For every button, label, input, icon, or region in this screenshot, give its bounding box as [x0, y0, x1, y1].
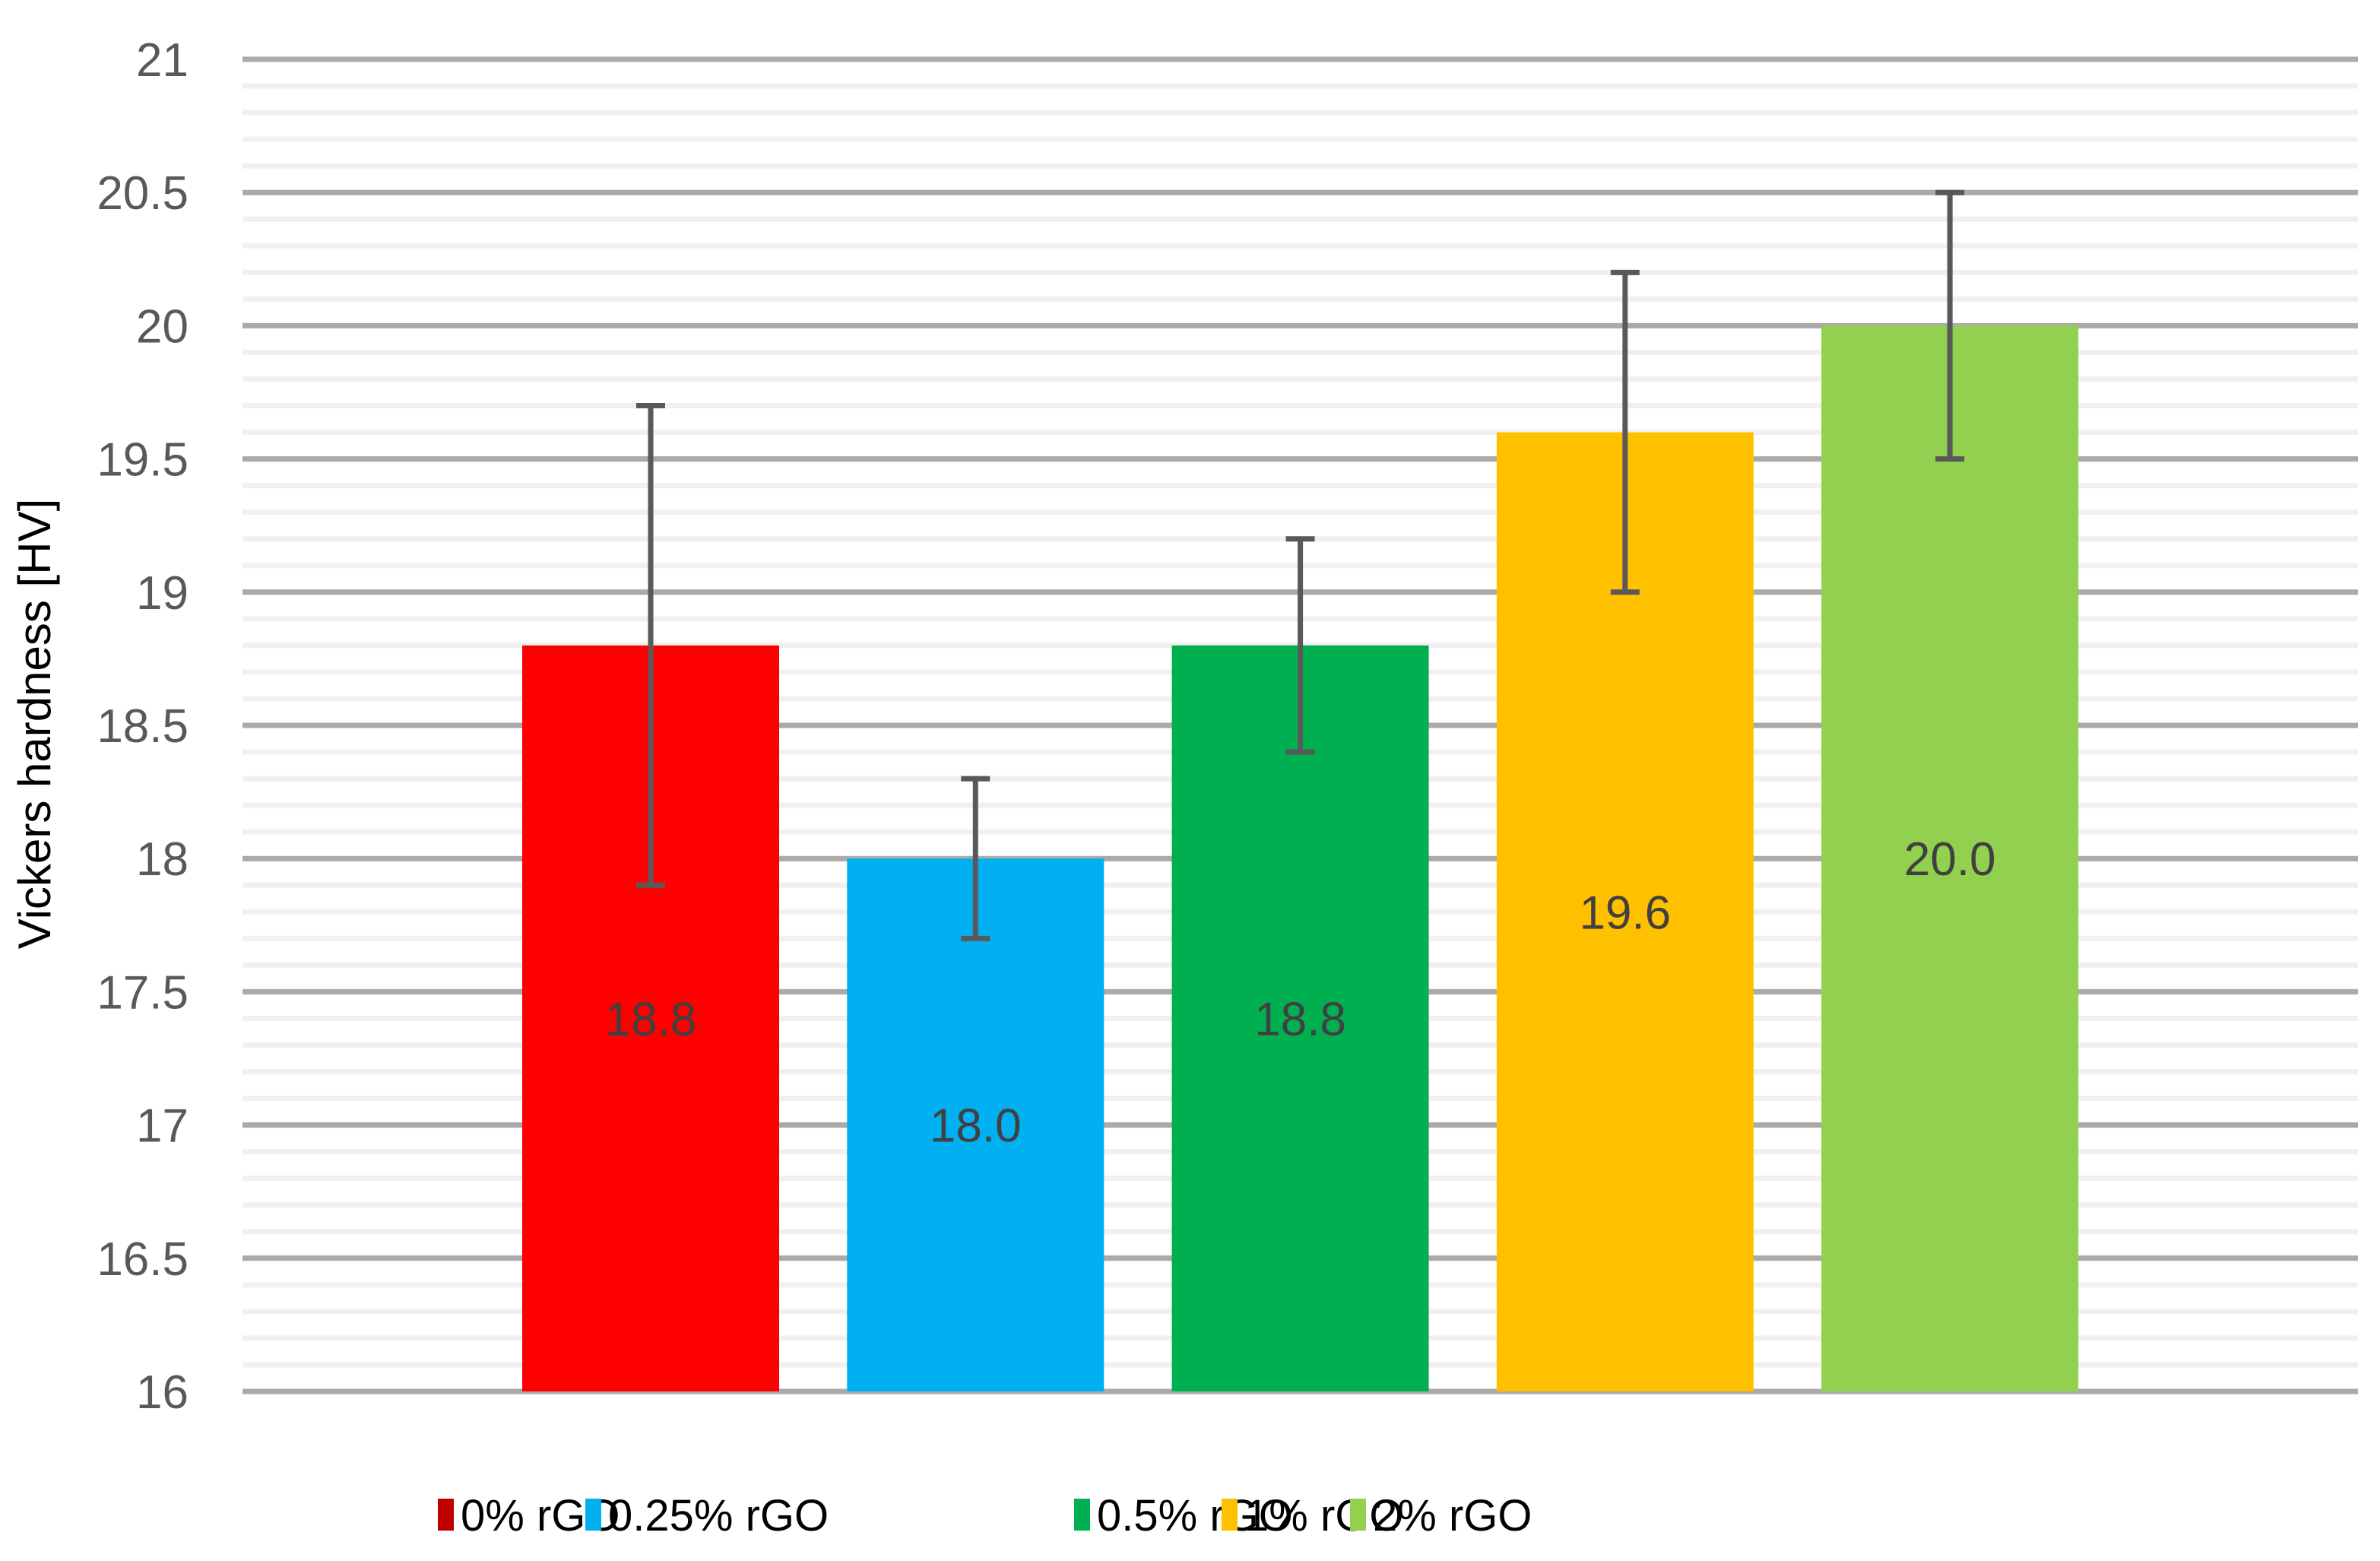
legend-swatch-icon: [1222, 1499, 1238, 1531]
legend-swatch-icon: [438, 1499, 454, 1531]
y-tick-label: 21: [136, 34, 189, 87]
y-tick-label: 17.5: [97, 966, 189, 1019]
y-axis-tick-labels: 16 16.5 17 17.5 18 18.5 19 19.5 20 20.5 21: [97, 34, 189, 1419]
bar-data-label: 18.0: [930, 1100, 1022, 1153]
error-bar: [961, 776, 990, 941]
legend-label: 0.25% rGO: [608, 1491, 829, 1540]
bar-0-5-rgo: [1171, 645, 1429, 1391]
legend-label: 1% rGO: [1244, 1491, 1404, 1540]
bar-data-label: 20.0: [1904, 833, 1996, 886]
legend-swatch-icon: [1350, 1499, 1366, 1531]
legend-swatch-icon: [585, 1499, 601, 1531]
y-tick-label: 19.5: [97, 434, 189, 487]
legend-item: 1% rGO: [1222, 1491, 1404, 1540]
bar-data-label: 18.8: [1254, 993, 1346, 1045]
y-tick-label: 18.5: [97, 700, 189, 753]
error-bar: [1285, 536, 1315, 755]
bar-0-25-rgo: [847, 858, 1104, 1391]
y-tick-label: 18: [136, 833, 189, 886]
bar-2-rgo: [1821, 325, 2079, 1391]
error-bar: [1610, 269, 1640, 595]
legend-item: 0.25% rGO: [585, 1491, 829, 1540]
y-tick-label: 16.5: [97, 1233, 189, 1286]
legend-item: 2% rGO: [1350, 1491, 1532, 1540]
legend-item: 0.5% rGO: [1074, 1491, 1293, 1540]
bar-data-label: 18.8: [605, 993, 697, 1045]
legend-label: 0.5% rGO: [1097, 1491, 1293, 1540]
legend-label: 2% rGO: [1373, 1491, 1532, 1540]
data-labels: 18.8 18.0 18.8 19.6 20.0: [605, 833, 1996, 1152]
y-tick-label: 16: [136, 1366, 189, 1419]
error-bar: [1935, 189, 1965, 462]
y-tick-label: 19: [136, 567, 189, 620]
error-bar: [636, 403, 665, 888]
y-tick-label: 20: [136, 300, 189, 353]
y-axis-title: Vickers hardness [HV]: [9, 499, 60, 949]
y-tick-label: 20.5: [97, 167, 189, 220]
error-bars: [636, 189, 1965, 941]
y-tick-label: 17: [136, 1100, 189, 1153]
legend-swatch-icon: [1074, 1499, 1090, 1531]
bar-data-label: 19.6: [1580, 887, 1672, 939]
